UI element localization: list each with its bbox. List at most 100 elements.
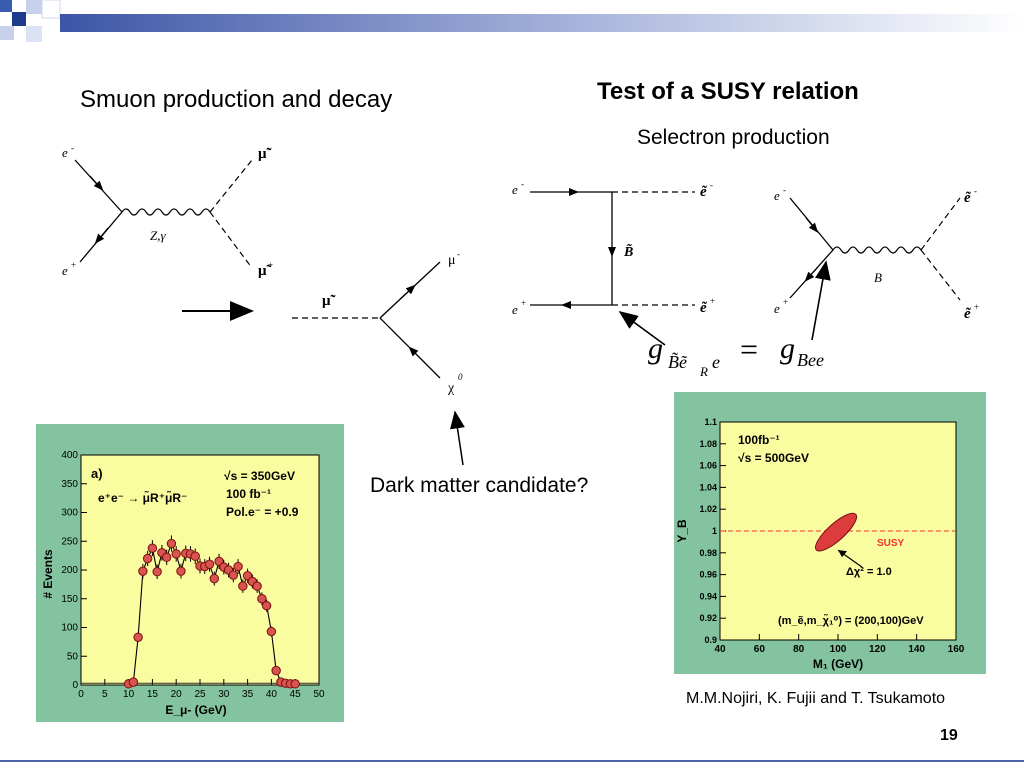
plot1-data-point [147,543,158,553]
svg-text:-: - [710,180,713,190]
plot1-data-point [209,573,219,584]
svg-text:=: = [740,331,758,367]
plot1-ytick-label: 250 [61,536,78,547]
svg-text:0: 0 [458,372,463,382]
plot1-data-point [271,665,281,676]
svg-text:-: - [332,291,335,301]
footer-rule [0,760,1024,762]
label-e-minus: e [62,145,68,160]
svg-text:+: + [521,298,526,308]
plot1-title: a) [91,466,103,481]
svg-text:R: R [699,364,708,379]
plot1-xtick-label: 15 [147,689,159,700]
plot1-lumi: 100 fb⁻¹ [226,487,271,501]
plot1-ytick-label: 50 [67,651,79,662]
svg-text:+: + [71,260,76,270]
label-bino: B̃ [623,242,633,260]
label-s-sel-plus: ẽ [964,306,972,322]
label-z-gamma: Z,γ [150,228,166,243]
plot2-confidence-ellipse [815,512,858,552]
plot2-xtick-label: 80 [793,644,805,655]
plot2-ytick-label: 1.06 [699,461,717,471]
plot1-data-point [152,567,162,577]
plot2-ytick-label: 1 [712,526,717,536]
plot1-data-point [190,551,200,561]
plot1-data-point [238,581,248,591]
plot1-ytick-label: 300 [61,508,78,519]
svg-text:g: g [780,332,795,365]
label-t-sel-minus: ẽ [700,184,708,200]
plot2-lumi: 100fb⁻¹ [738,433,780,447]
svg-text:g: g [648,332,663,365]
authors: M.M.Nojiri, K. Fujii and T. Tsukamoto [686,690,946,707]
plot2-chi2: Δχ² = 1.0 [846,566,892,578]
plot1-data-point [290,679,300,689]
plot1-data-point [138,566,148,576]
plot1-data-point [171,549,181,559]
plot2-ytick-label: 0.96 [699,570,717,580]
svg-text:-: - [457,249,460,259]
svg-text:-: - [521,179,524,189]
label-muon: μ [448,253,456,268]
plot1-data-point [228,570,239,580]
plot2-ytick-label: 0.9 [704,635,717,645]
svg-text:+: + [974,302,979,312]
plot2-xtick-label: 140 [908,644,925,655]
plot1-xtick-label: 10 [123,689,135,700]
plot1-xtick-label: 0 [78,689,84,700]
svg-text:-: - [71,143,74,153]
smuon-production-diagram: e - e + Z,γ μ̃ - μ̃ + [62,143,273,279]
plot1-xtick-label: 25 [194,689,206,700]
plot2-xtick-label: 100 [830,644,847,655]
page-number: 19 [940,727,958,744]
svg-text:+: + [783,297,788,307]
plot1-data-point [266,626,277,637]
svg-text:-: - [268,144,271,154]
selectron-t-channel-diagram: e - e + ẽ - ẽ + B̃ [512,179,715,317]
plot1-pol: Pol.e⁻ = +0.9 [226,505,299,519]
plot1-xtick-label: 20 [171,689,183,700]
plot2-ytick-label: 1.08 [699,439,717,449]
svg-text:B̃ẽ: B̃ẽ [668,352,688,372]
label-s-sel-minus: ẽ [964,190,972,206]
title-susy-relation: Test of a SUSY relation [597,78,859,105]
plot1-ytick-label: 350 [61,479,78,490]
plot1-sqrt-s: √s = 350GeV [224,469,295,483]
plot1-data-point [261,600,272,611]
smuon-decay-diagram: μ̃ - μ - χ 0 [292,249,463,396]
plot2-susy: SUSY [877,538,905,549]
plot1-data-point [133,632,143,642]
plot1-data-point [142,553,153,564]
label-t-e-minus: e [512,182,518,197]
plot2-xtick-label: 120 [869,644,886,655]
yb-m1-plot: 40 60 80 100 120 140 160 0.9 0.92 0.94 0.96 0.98 1 1.… [674,392,986,674]
plot1-ytick-label: 400 [61,450,78,461]
label-t-e-plus: e [512,302,518,317]
plot1-xtick-label: 40 [266,689,278,700]
plot1-data-point [204,559,215,569]
plot2-masses: (m_ẽ,m_χ̃₁⁰) = (200,100)GeV [778,614,924,627]
svg-text:Bee: Bee [797,350,824,370]
label-e-plus: e [62,263,68,278]
subtitle-selectron: Selectron production [637,126,830,149]
plot1-ytick-label: 200 [61,565,78,576]
energy-spectrum-plot: 0 5 10 15 20 25 30 35 40 45 50 0 50 100 150 200 250 300 35… [36,424,344,722]
plot2-ytick-label: 0.94 [699,591,717,601]
svg-text:-: - [783,185,786,195]
susy-relation-formula: g B̃ẽ R e = g Bee [648,331,824,379]
svg-text:e: e [712,352,720,372]
plot1-data-point [166,538,177,549]
plot1-data-point [233,561,243,572]
plot2-ytick-label: 1.02 [699,504,717,514]
plot1-ytick-label: 100 [61,623,78,634]
plot1-data-point [176,566,186,576]
plot1-data-point [257,594,267,604]
plot1-ytick-label: 150 [61,594,78,605]
plot2-chi2-arrowhead [838,550,848,558]
plot2-xtick-label: 40 [714,644,726,655]
plot1-data-point [252,581,262,591]
label-t-sel-plus: ẽ [700,300,708,316]
svg-text:-: - [974,186,977,196]
plot1-xlabel: E_μ- (GeV) [165,703,226,717]
